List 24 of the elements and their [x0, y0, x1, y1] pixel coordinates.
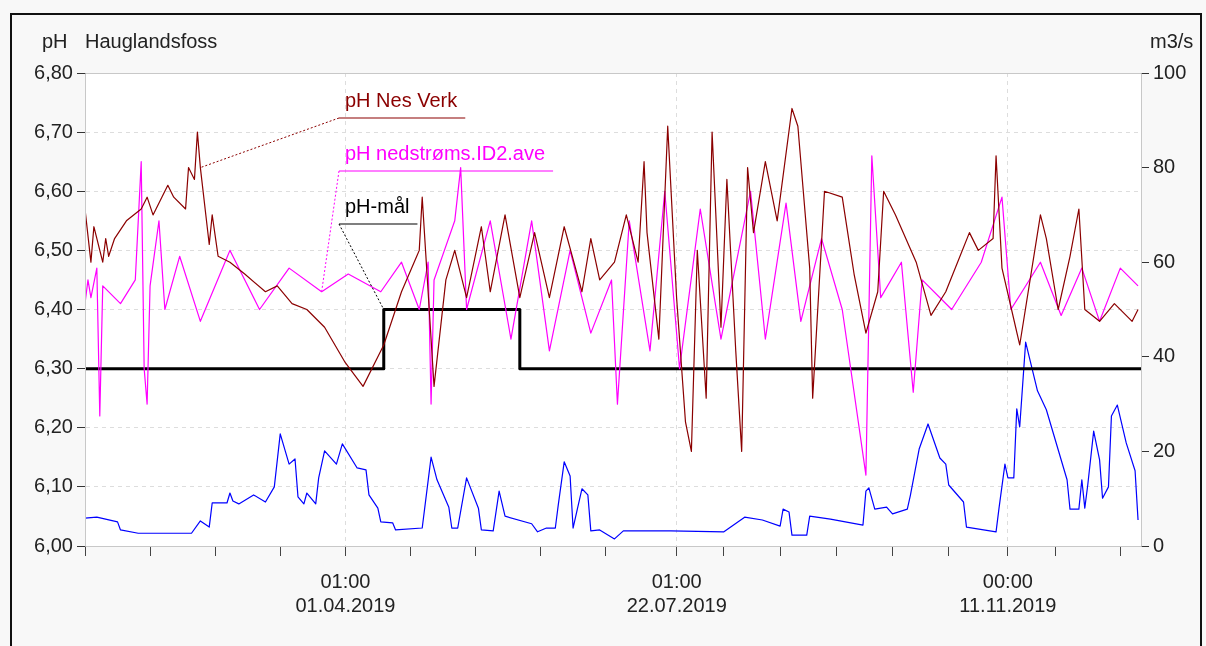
y-tick-label: 6,50: [34, 237, 73, 260]
y-tick-label: 6,70: [34, 119, 73, 142]
y2-axis-title: m3/s: [1150, 30, 1194, 53]
y-tick-label: 6,40: [34, 297, 73, 320]
y-tick-label: 6,80: [34, 60, 73, 83]
chart-title: Hauglandsfoss: [85, 30, 218, 53]
y-tick-label: 6,60: [34, 178, 73, 201]
y2-tick-label: 0: [1153, 533, 1165, 556]
x-tick-label: 01:00 01.04.2019: [295, 569, 396, 616]
y2-tick-label: 80: [1153, 155, 1176, 178]
y2-tick-label: 60: [1153, 249, 1176, 272]
text: pH Nes Verk: [345, 89, 459, 111]
y-axis-title: pH: [42, 30, 68, 53]
y-tick-label: 6,30: [34, 356, 73, 379]
series-label: pH nedstrøms.ID2.ave: [345, 142, 546, 164]
y2-tick-label: 100: [1153, 60, 1187, 83]
y-tick-label: 6,20: [34, 415, 73, 438]
x-tick-label: 01:00 22.07.2019: [626, 569, 727, 616]
y-tick-label: 6,00: [34, 533, 73, 556]
y-tick-label: 6,10: [34, 474, 73, 497]
x-tick-label: 00:00 11.11.2019: [959, 569, 1057, 616]
text: pH-mål: [345, 195, 410, 217]
y2-tick-label: 40: [1153, 344, 1176, 367]
y2-tick-label: 20: [1153, 438, 1176, 461]
